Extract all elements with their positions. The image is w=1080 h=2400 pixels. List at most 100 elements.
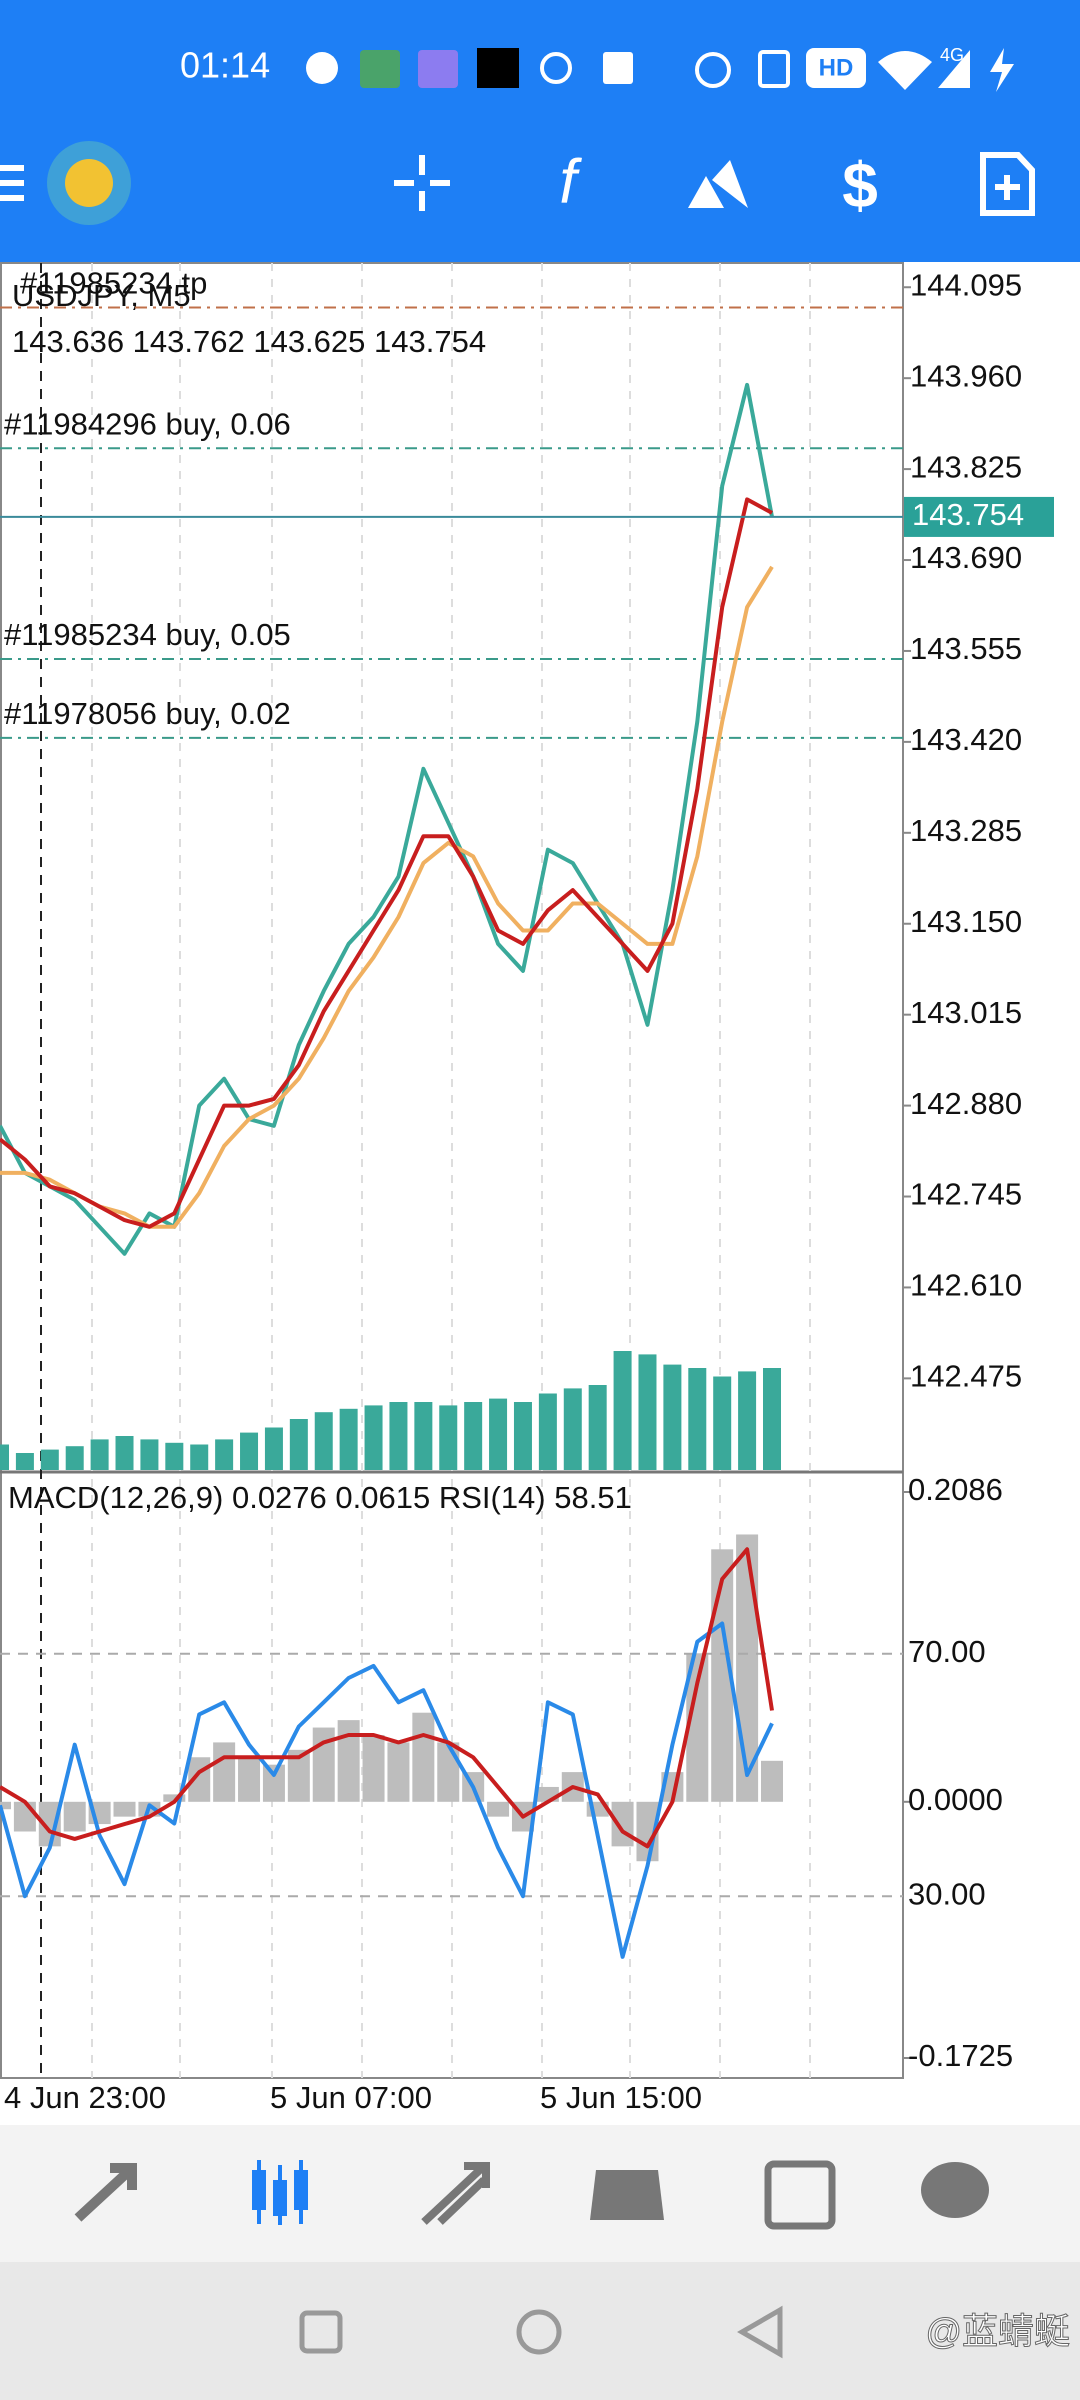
watermark: @蓝蜻蜓 — [925, 2311, 1070, 2352]
volume-bar — [738, 1371, 757, 1470]
macd-bar — [213, 1742, 236, 1802]
macd-bar — [611, 1801, 634, 1847]
y-tick-label: 142.745 — [910, 1177, 1022, 1212]
order-label: #11984296 buy, 0.06 — [4, 406, 291, 441]
x-tick-label: 4 Jun 23:00 — [4, 2080, 166, 2115]
volume-bar — [663, 1364, 682, 1470]
volume-bar — [165, 1442, 184, 1470]
y-tick-label: 143.015 — [910, 995, 1022, 1030]
status-time: 01:14 — [180, 45, 270, 86]
history-tab[interactable] — [590, 2170, 664, 2220]
order-label: #11978056 buy, 0.02 — [4, 696, 291, 731]
app-header — [0, 0, 1080, 262]
new-order-button[interactable] — [980, 152, 1035, 216]
hd-label: HD — [819, 54, 854, 81]
macd-bar — [761, 1760, 783, 1802]
volume-bar — [240, 1432, 259, 1470]
current-price-label: 143.754 — [912, 497, 1024, 532]
y-tick-label: 143.960 — [910, 358, 1022, 393]
volume-bar — [563, 1388, 582, 1470]
macd-tick-label: -0.1725 — [908, 2038, 1013, 2073]
order-label: #11985234 buy, 0.05 — [4, 617, 291, 652]
macd-bar — [337, 1720, 360, 1802]
macd-bar — [711, 1549, 734, 1802]
volume-bar — [364, 1405, 383, 1470]
x-tick-label: 5 Jun 07:00 — [270, 2080, 432, 2115]
menu-button[interactable] — [0, 165, 24, 201]
volume-bar — [264, 1427, 283, 1470]
logo-inner — [65, 159, 113, 207]
icon — [603, 52, 633, 84]
macd-bar — [387, 1742, 410, 1802]
volume-bar — [713, 1376, 732, 1470]
y-tick-label: 143.825 — [910, 449, 1022, 484]
news-tab[interactable] — [764, 2160, 836, 2230]
icon — [695, 52, 731, 88]
volume-bar — [638, 1354, 657, 1470]
trade-tab[interactable] — [421, 2162, 490, 2225]
back-button[interactable] — [737, 2305, 783, 2359]
home-button[interactable] — [516, 2309, 562, 2355]
macd-bar — [362, 1734, 385, 1802]
volume-bar — [314, 1412, 333, 1470]
macd-bar — [287, 1749, 310, 1802]
chart-tab[interactable] — [252, 2160, 308, 2225]
x-tick-label: 5 Jun 15:00 — [540, 2080, 702, 2115]
ohlc-label: 143.636 143.762 143.625 143.754 — [12, 324, 486, 359]
macd-bar — [412, 1712, 435, 1802]
icon — [806, 48, 866, 88]
volume-bar — [613, 1351, 632, 1470]
price-line — [0, 382, 774, 1256]
icon — [540, 52, 572, 84]
toolbar: f $ — [0, 141, 1035, 225]
volume-bar — [140, 1439, 159, 1470]
volume-bar — [513, 1402, 532, 1470]
chat-tab[interactable] — [921, 2162, 989, 2218]
macd-bar — [63, 1801, 86, 1832]
volume-bar — [0, 1444, 9, 1470]
macd-bar — [686, 1653, 709, 1802]
order-label: #11985234 tp — [20, 266, 207, 301]
y-tick-label: 143.555 — [910, 631, 1022, 666]
icon — [418, 50, 458, 88]
system-nav — [0, 2262, 1080, 2400]
icon — [306, 52, 338, 84]
macd-bar — [13, 1801, 36, 1832]
volume-bar — [688, 1368, 707, 1470]
macd-bar — [238, 1757, 261, 1802]
objects-button[interactable] — [688, 160, 748, 208]
y-tick-label: 143.150 — [910, 904, 1022, 939]
y-tick-label: 143.285 — [910, 813, 1022, 848]
crosshair-button[interactable] — [394, 155, 450, 211]
volume-bar — [215, 1439, 234, 1470]
volume-bar — [90, 1439, 109, 1470]
trade-button[interactable]: $ — [842, 149, 878, 221]
y-tick-label: 142.610 — [910, 1268, 1022, 1303]
macd-bar — [163, 1794, 186, 1802]
macd-tick-label: 0.0000 — [908, 1782, 1003, 1817]
y-tick-label: 144.095 — [910, 267, 1022, 302]
y-tick-label: 143.420 — [910, 722, 1022, 757]
volume-bar — [65, 1446, 84, 1470]
volume-bar — [190, 1444, 209, 1470]
icon — [758, 50, 790, 88]
quotes-tab[interactable] — [74, 2163, 137, 2222]
indicator-label: MACD(12,26,9) 0.0276 0.0615 RSI(14) 58.5… — [8, 1480, 632, 1515]
macd-bar — [262, 1764, 285, 1802]
y-tick-label: 142.475 — [910, 1359, 1022, 1394]
bottom-nav-icons — [74, 2160, 989, 2230]
network-label: 4G — [940, 45, 964, 65]
rsi-tick-label: 70.00 — [908, 1634, 986, 1669]
recents-button[interactable] — [299, 2310, 343, 2354]
macd-signal — [0, 1547, 774, 1849]
macd-bar — [113, 1801, 136, 1817]
rsi-line — [0, 1621, 774, 1959]
current-price-box — [904, 496, 1054, 537]
status-icons: HD 4G — [306, 45, 1014, 92]
volume-bar — [339, 1408, 358, 1470]
volume-bar — [15, 1453, 34, 1470]
volume-bar — [588, 1385, 607, 1470]
volume-bar — [414, 1402, 433, 1470]
macd-bar — [487, 1801, 510, 1817]
